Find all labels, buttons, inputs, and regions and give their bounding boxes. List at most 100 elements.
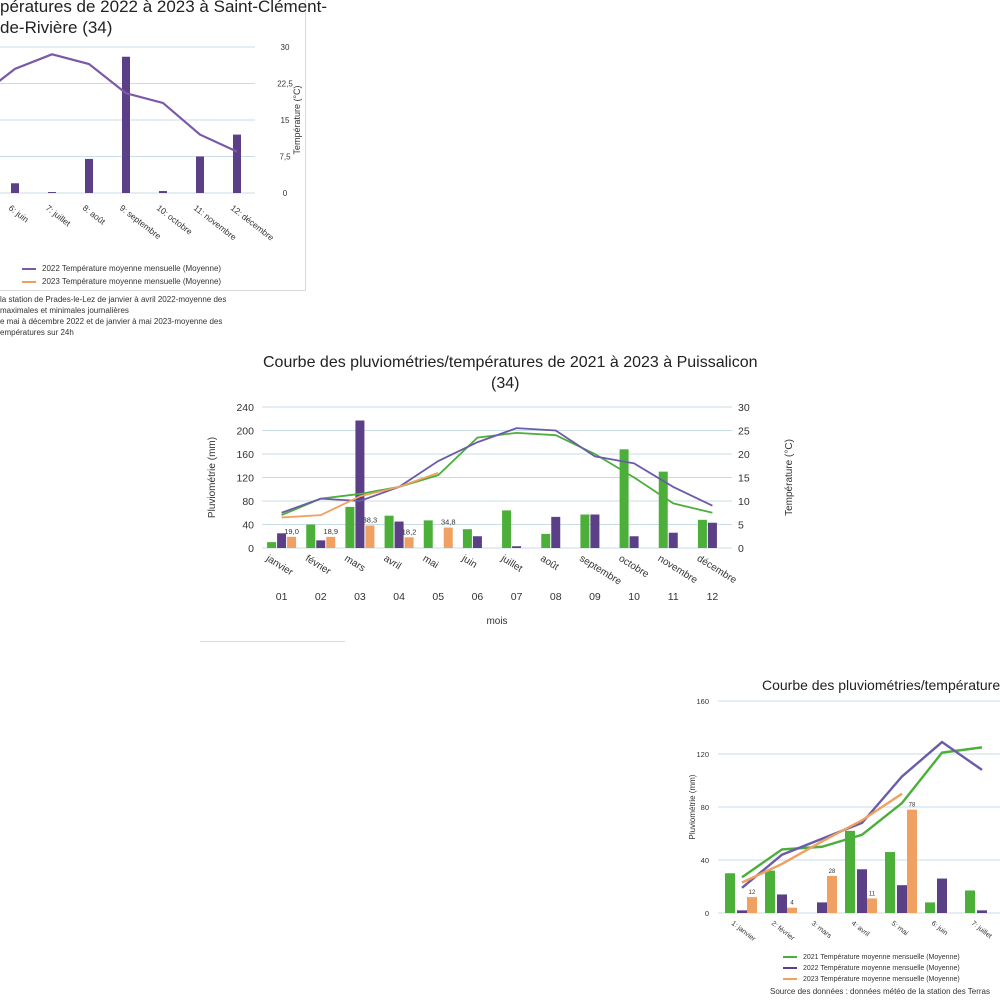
- y-tick-label: 240: [236, 402, 254, 414]
- bar: [365, 525, 375, 548]
- legend-label: 2023 Température moyenne mensuelle (Moye…: [803, 976, 960, 983]
- bar: [196, 156, 204, 193]
- bar: [502, 510, 512, 548]
- chart1-note-line1: la station de Prades-le-Lez de janvier à…: [0, 295, 227, 304]
- chart1-note-line2: maximales et minimales journalières: [0, 306, 129, 315]
- y-axis-label: Pluviométrie (mm): [688, 774, 697, 839]
- y2-tick-label: 30: [281, 43, 290, 52]
- bar: [697, 519, 707, 548]
- y2-axis-label: Température (°C): [784, 439, 795, 516]
- chart3-legend-item-2023: 2023 Température moyenne mensuelle (Moye…: [783, 974, 960, 985]
- x-tick-label: 4: avril: [850, 920, 871, 938]
- temperature-line: [741, 740, 983, 889]
- chart3-legend-item-2021: 2021 Température moyenne mensuelle (Moye…: [783, 952, 960, 963]
- y-tick-label: 40: [701, 856, 709, 865]
- chart1-legend-item-2023: 2023 Température moyenne mensuelle (Moye…: [22, 275, 221, 288]
- data-label: 19,0: [284, 527, 299, 536]
- x-tick-label: juin: [459, 553, 479, 571]
- bar: [306, 524, 316, 548]
- bar: [462, 529, 472, 548]
- chart1-legend: 2022 Température moyenne mensuelle (Moye…: [22, 262, 221, 288]
- y-tick-label: 160: [236, 449, 254, 461]
- y2-tick-label: 30: [738, 402, 750, 414]
- bar: [267, 542, 277, 548]
- bar: [355, 420, 365, 548]
- legend-swatch: [22, 280, 36, 283]
- data-label: 18,2: [402, 527, 417, 536]
- data-label: 12: [749, 890, 756, 896]
- data-label: 28: [829, 869, 836, 875]
- y2-tick-label: 25: [738, 426, 750, 438]
- bar: [925, 902, 935, 913]
- legend-label: 2023 Température moyenne mensuelle (Moye…: [42, 277, 222, 286]
- bar: [907, 809, 917, 913]
- data-label: 78: [909, 803, 916, 809]
- y2-tick-label: 7,5: [279, 153, 291, 162]
- x-tick-label: 6: juin: [7, 203, 31, 225]
- x-number-label: 08: [550, 591, 562, 603]
- bar: [747, 897, 757, 913]
- bar: [345, 506, 355, 548]
- bar: [867, 898, 877, 913]
- temperature-line: [281, 427, 713, 514]
- bar: [159, 191, 167, 193]
- bar: [897, 885, 907, 913]
- y-tick-label: 120: [236, 473, 254, 485]
- bar: [551, 516, 561, 548]
- bar: [977, 910, 987, 913]
- temperature-line: [0, 53, 238, 153]
- bar: [707, 522, 717, 548]
- x-tick-label: mars: [342, 553, 367, 574]
- x-number-label: 07: [511, 591, 523, 603]
- bar: [85, 158, 93, 193]
- x-tick-label: 1: janvier: [730, 920, 757, 943]
- legend-label: 2022 Température moyenne mensuelle (Moye…: [42, 264, 222, 273]
- bar: [590, 514, 600, 548]
- chart1-legend-item-2022: 2022 Température moyenne mensuelle (Moye…: [22, 262, 221, 275]
- x-number-label: 11: [668, 591, 679, 603]
- chart3-legend: 2021 Température moyenne mensuelle (Moye…: [783, 952, 960, 985]
- legend-swatch: [783, 967, 797, 970]
- x-number-label: 06: [472, 591, 484, 603]
- data-label: 18,9: [323, 527, 338, 536]
- bar: [512, 546, 522, 548]
- y-tick-label: 160: [696, 697, 709, 706]
- chart1-panel: pératures de 2022 à 2023 à Saint-Clément…: [0, 0, 327, 291]
- temperature-line: [741, 746, 983, 879]
- bar: [658, 471, 668, 548]
- legend-swatch: [783, 978, 797, 981]
- y2-tick-label: 20: [738, 449, 750, 461]
- y2-axis-label: Température (°C): [292, 85, 302, 154]
- chart3-plot: 0 40 80 120 160 Pluviométrie (mm) 12 4 28 11 78 1: …: [688, 697, 1000, 943]
- x-tick-label: 2: février: [770, 920, 796, 943]
- bar: [287, 536, 297, 548]
- x-tick-label: février: [303, 553, 333, 577]
- bar: [233, 134, 241, 193]
- bar: [443, 527, 453, 548]
- y-tick-label: 200: [236, 426, 254, 438]
- x-tick-label: 7: juillet: [970, 920, 993, 940]
- bar: [765, 870, 775, 913]
- bar: [668, 532, 678, 548]
- x-number-label: 04: [393, 591, 405, 603]
- x-tick-label: 6: juin: [930, 920, 949, 937]
- y2-tick-label: 15: [738, 473, 750, 485]
- chart3-source: Source des données : données météo de la…: [770, 987, 990, 996]
- data-label: 38,3: [363, 515, 378, 524]
- legend-label: 2021 Température moyenne mensuelle (Moye…: [803, 954, 960, 961]
- legend-label: 2022 Température moyenne mensuelle (Moye…: [803, 965, 960, 972]
- x-axis-label: mois: [486, 616, 507, 627]
- bar: [541, 533, 551, 548]
- legend-swatch: [783, 956, 797, 959]
- chart1-title-line1: pératures de 2022 à 2023 à Saint-Clément…: [0, 0, 327, 16]
- chart1-note-line3: e mai à décembre 2022 et de janvier à ma…: [0, 317, 223, 326]
- bar: [472, 536, 482, 548]
- bar: [316, 540, 326, 548]
- chart2-title-line2: (34): [491, 375, 520, 392]
- y-tick-label: 120: [696, 750, 709, 759]
- bar: [619, 449, 629, 548]
- x-number-label: 10: [628, 591, 640, 603]
- x-number-label: 12: [707, 591, 719, 603]
- x-number-label: 09: [589, 591, 601, 603]
- x-tick-label: juillet: [498, 553, 524, 575]
